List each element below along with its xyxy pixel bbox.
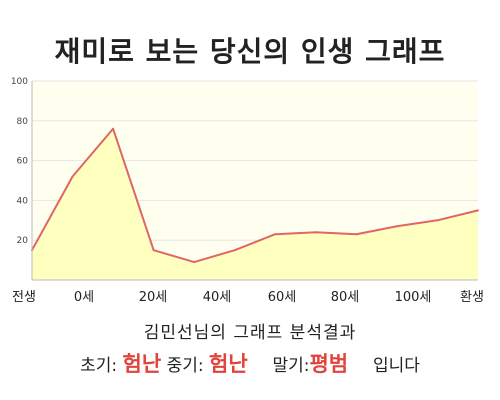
early-value: 험난 [122,352,162,376]
x-tick-label: 20세 [138,290,168,305]
mid-value: 험난 [209,352,248,376]
analysis-summary: 초기: 험난 중기: 험난 말기:평범 입니다 [0,348,500,378]
early-label: 초기: [80,356,118,376]
y-tick-label: 60 [17,157,29,167]
y-tick-label: 100 [11,77,28,87]
x-tick-label: 전생 [12,290,36,305]
data-point [274,233,277,236]
y-tick-label: 80 [17,117,29,127]
data-point [355,233,358,236]
data-point [193,261,196,264]
data-point [314,231,317,234]
area-fill [32,128,478,280]
chart-title: 재미로 보는 당신의 인생 그래프 [54,35,446,68]
late-value: 평범 [309,352,349,376]
y-tick-label: 40 [17,196,29,206]
x-tick-label: 0세 [73,290,95,305]
summary-ending: 입니다 [372,356,420,376]
data-point [71,175,74,178]
y-tick-label: 20 [17,236,29,246]
analysis-subtitle: 김민선님의 그래프 분석결과 [143,323,357,343]
life-graph-chart: 20 40 60 80 100 [11,77,479,281]
data-point [152,249,155,252]
late-label: 말기: [272,356,310,376]
data-point [436,219,439,222]
data-point [112,127,115,130]
x-tick-label: 40세 [202,290,232,305]
x-tick-label: 80세 [330,290,360,305]
series-line [31,127,479,264]
data-point [395,225,398,228]
x-tick-label: 100세 [394,290,432,305]
data-point [233,249,236,252]
mid-label: 중기: [166,356,204,376]
x-tick-label: 환생 [460,290,484,305]
data-point [477,209,479,212]
x-tick-label: 60세 [267,290,297,305]
